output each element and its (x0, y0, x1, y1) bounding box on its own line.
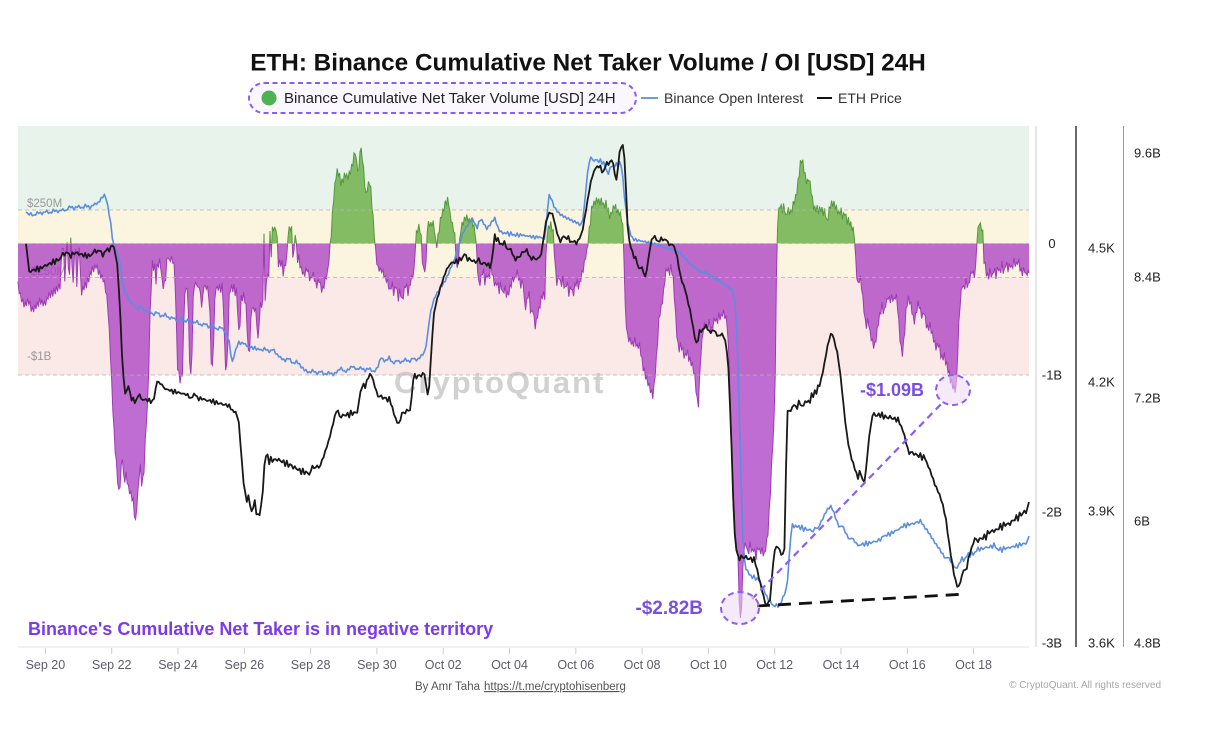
svg-text:Sep 24: Sep 24 (158, 658, 198, 672)
svg-text:Sep 22: Sep 22 (92, 658, 132, 672)
svg-text:$250M: $250M (27, 198, 62, 210)
svg-text:Oct 12: Oct 12 (756, 658, 793, 672)
svg-text:4.2K: 4.2K (1088, 375, 1115, 390)
svg-text:Sep 20: Sep 20 (26, 658, 66, 672)
svg-text:3.9K: 3.9K (1088, 504, 1115, 519)
svg-text:Sep 26: Sep 26 (224, 658, 264, 672)
svg-text:4.5K: 4.5K (1088, 241, 1115, 256)
svg-text:Oct 06: Oct 06 (557, 658, 594, 672)
svg-text:3.6K: 3.6K (1088, 636, 1115, 651)
svg-text:By Amr Taha: By Amr Taha (415, 681, 481, 693)
svg-text:ETH Price: ETH Price (838, 90, 902, 106)
svg-text:Oct 08: Oct 08 (624, 658, 661, 672)
svg-text:6B: 6B (1134, 514, 1150, 529)
svg-text:Oct 04: Oct 04 (491, 658, 528, 672)
svg-text:-3B: -3B (1042, 636, 1062, 651)
svg-text:ETH: Binance Cumulative Net Ta: ETH: Binance Cumulative Net Taker Volume… (250, 50, 926, 77)
svg-text:-1B: -1B (1042, 368, 1062, 383)
svg-text:Oct 18: Oct 18 (955, 658, 992, 672)
svg-text:Oct 10: Oct 10 (690, 658, 727, 672)
svg-text:9.6B: 9.6B (1134, 146, 1161, 161)
svg-text:Oct 02: Oct 02 (425, 658, 462, 672)
svg-text:4.8B: 4.8B (1134, 636, 1161, 651)
svg-text:-$1B: -$1B (27, 351, 52, 363)
svg-text:0: 0 (1048, 236, 1055, 251)
svg-text:-$1.09B: -$1.09B (860, 380, 924, 400)
svg-text:Sep 30: Sep 30 (357, 658, 397, 672)
svg-text:Binance Open Interest: Binance Open Interest (664, 90, 803, 106)
svg-text:© CryptoQuant. All rights rese: © CryptoQuant. All rights reserved (1009, 680, 1161, 691)
svg-text:8.4B: 8.4B (1134, 270, 1161, 285)
svg-text:Oct 16: Oct 16 (889, 658, 926, 672)
svg-text:-$2.82B: -$2.82B (635, 598, 703, 619)
svg-text:-2B: -2B (1042, 505, 1062, 520)
svg-text:Binance Cumulative Net Taker V: Binance Cumulative Net Taker Volume [USD… (284, 90, 616, 107)
svg-text:7.2B: 7.2B (1134, 391, 1161, 406)
svg-text:https://t.me/cryptohisenberg: https://t.me/cryptohisenberg (484, 681, 626, 693)
svg-text:Binance's Cumulative Net Taker: Binance's Cumulative Net Taker is in neg… (28, 619, 493, 639)
svg-text:Oct 14: Oct 14 (823, 658, 860, 672)
svg-text:Sep 28: Sep 28 (291, 658, 331, 672)
